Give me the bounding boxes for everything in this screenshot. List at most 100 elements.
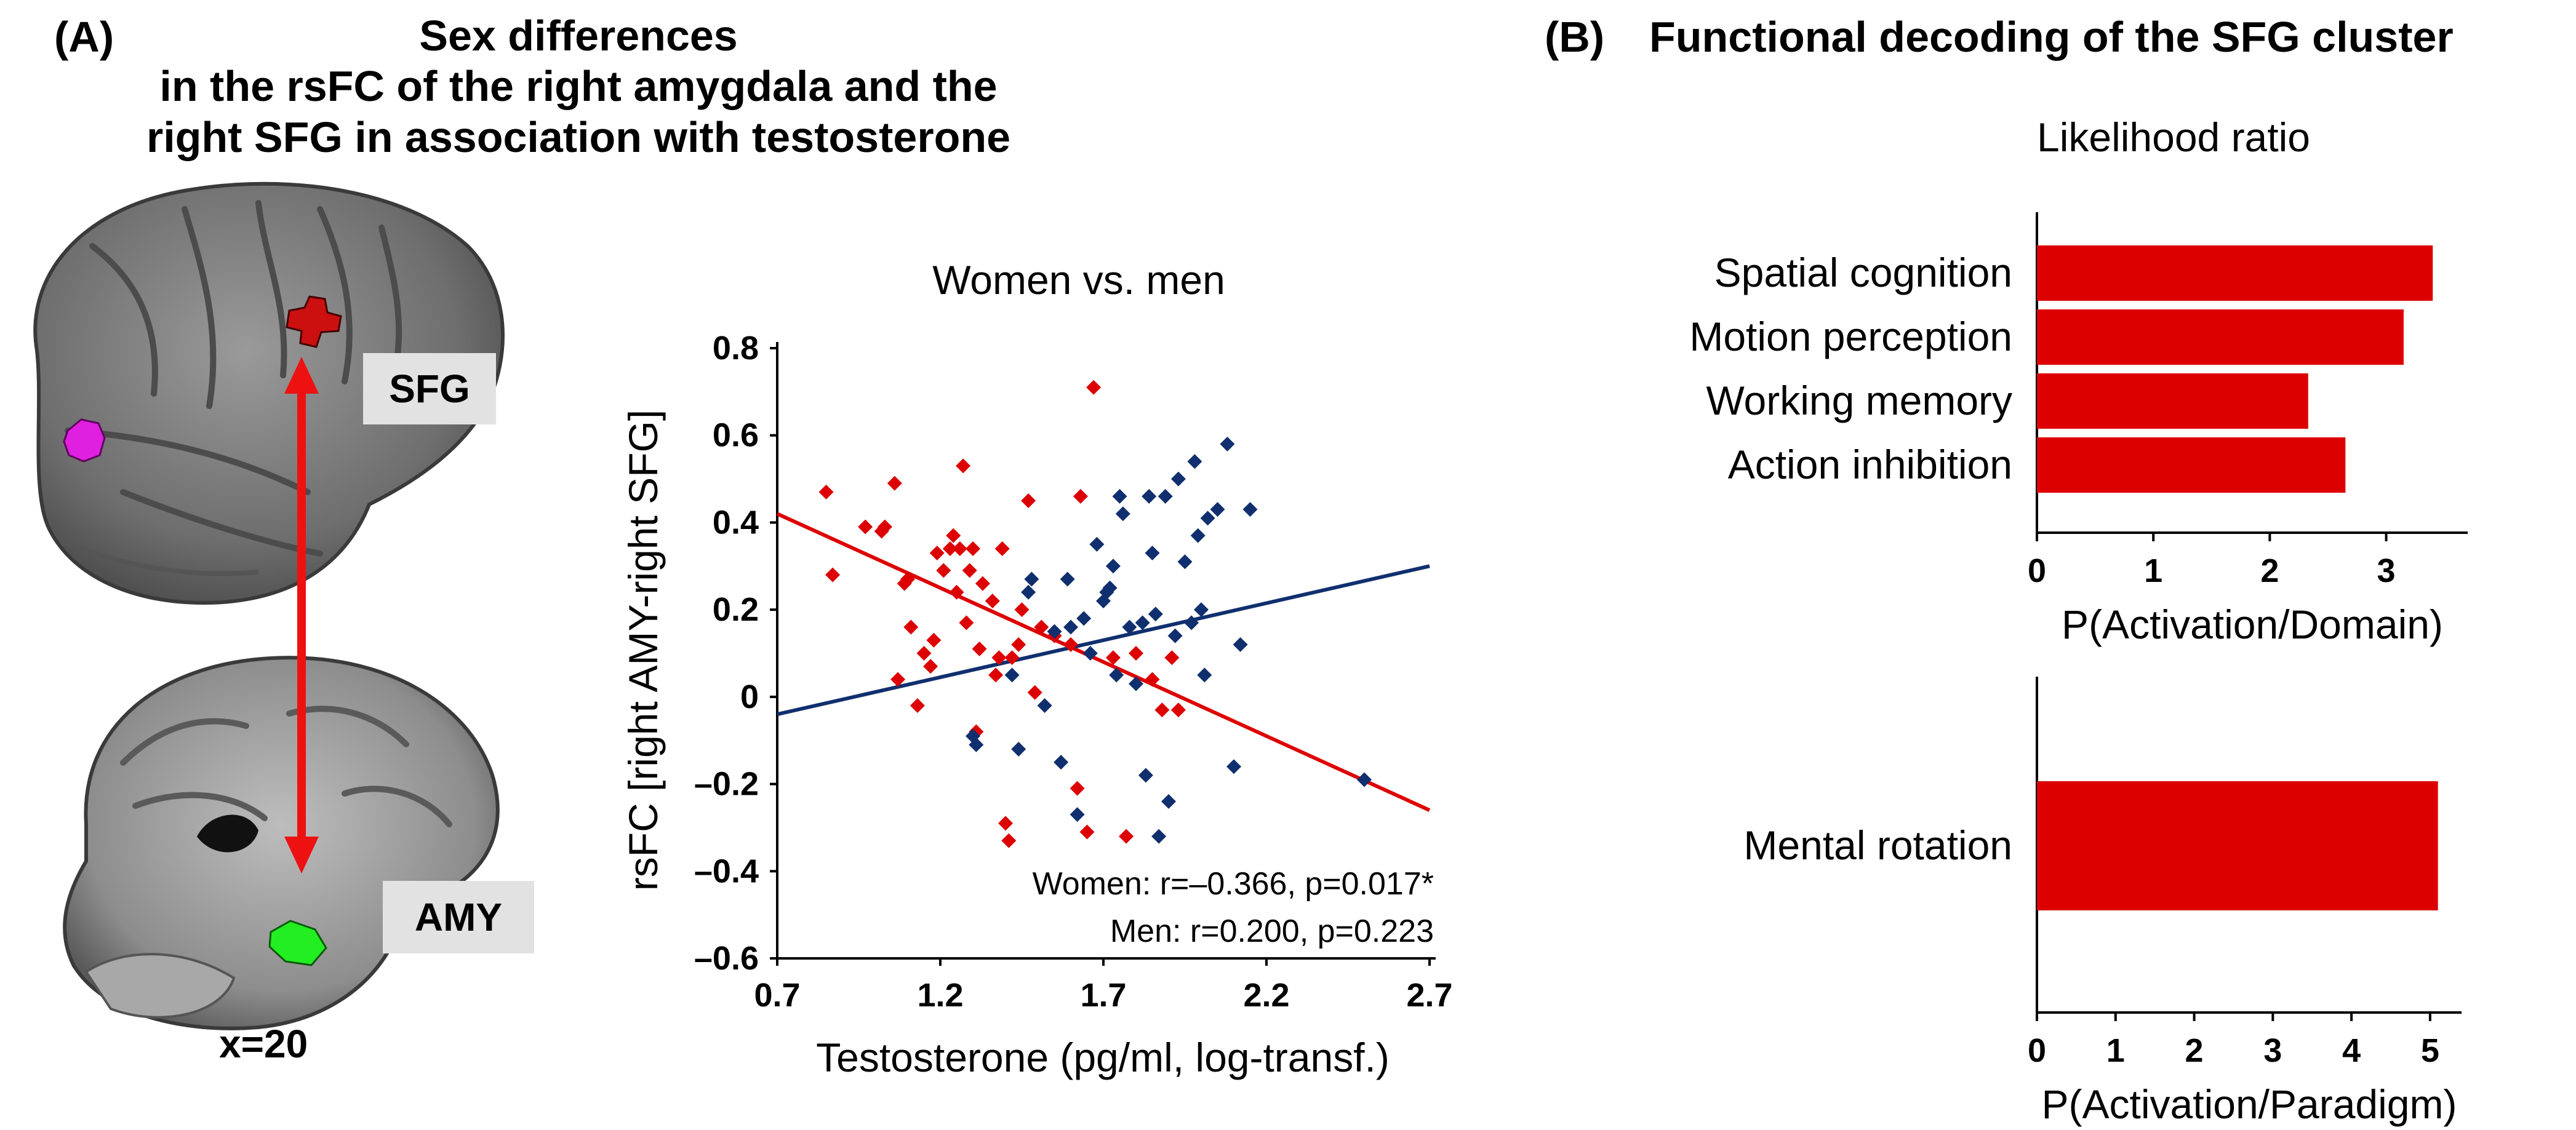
domain-chart-category-label: Spatial cognition (1714, 250, 2012, 295)
slice-coordinate-label: x=20 (219, 1022, 308, 1066)
men-data-point (1226, 759, 1241, 774)
men-data-point (1170, 471, 1186, 487)
men-data-point (1220, 436, 1235, 452)
men-data-point (1190, 528, 1206, 543)
men-data-point (1233, 637, 1248, 652)
men-data-point (1082, 646, 1098, 661)
cortex-surface-image (33, 181, 505, 605)
domain-chart-bar (2037, 437, 2346, 493)
women-data-point (1063, 637, 1078, 652)
men-data-point (1357, 772, 1372, 787)
men-data-point (1024, 571, 1039, 587)
women-data-point (1119, 829, 1134, 844)
scatter-y-tick-label: 0.8 (713, 330, 759, 367)
paradigm-chart-x-tick-label: 0 (2028, 1032, 2046, 1069)
domain-chart-x-tick-label: 3 (2377, 552, 2396, 589)
men-data-point (1054, 755, 1069, 770)
domain-chart-bar (2037, 245, 2433, 301)
women-data-point (858, 519, 873, 535)
women-data-point (818, 484, 834, 499)
men-data-point (1037, 698, 1052, 714)
women-data-point (900, 571, 915, 587)
men-data-point (1161, 794, 1176, 809)
women-data-point (1154, 702, 1170, 718)
women-data-point (1021, 493, 1036, 508)
women-data-point (1079, 824, 1095, 840)
women-data-point (998, 816, 1013, 831)
domain-chart-bar (2037, 309, 2404, 365)
women-data-point (825, 567, 841, 583)
panel-b-label: (B) (1545, 13, 1605, 61)
men-data-point (1109, 667, 1124, 683)
men-data-point (969, 737, 984, 752)
sfg-label: SFG (363, 353, 496, 424)
domain-chart-x-tick-label: 1 (2144, 552, 2162, 589)
men-data-point (1129, 676, 1143, 691)
panel-a-title-line-3: right SFG in association with testostero… (146, 113, 1011, 161)
women-data-point (975, 576, 990, 591)
men-data-point (1060, 571, 1075, 587)
women-data-point (952, 541, 967, 556)
men-data-point (1187, 454, 1202, 469)
domain-chart-x-tick-label: 2 (2260, 552, 2279, 589)
domain-chart-x-axis-label: P(Activation/Domain) (2062, 602, 2443, 647)
men-data-point (1148, 607, 1163, 622)
women-data-point (988, 667, 1004, 683)
paradigm-chart-x-axis-label: P(Activation/Paradigm) (2042, 1081, 2457, 1127)
women-data-point (962, 563, 977, 578)
men-data-point (1194, 602, 1209, 618)
paradigm-chart-bar (2037, 781, 2438, 910)
men-data-point (1102, 580, 1118, 595)
men-correlation-stat: Men: r=0.200, p=0.223 (1110, 913, 1434, 949)
women-data-point (903, 619, 919, 635)
women-data-point (1129, 646, 1143, 661)
men-data-point (1011, 741, 1026, 757)
men-data-point (1122, 619, 1137, 635)
paradigm-chart-x-tick-label: 4 (2342, 1032, 2361, 1069)
men-data-point (1197, 667, 1212, 683)
panel-b-title: Functional decoding of the SFG cluster (1649, 13, 2454, 61)
women-data-point (916, 646, 932, 661)
women-data-point (1073, 488, 1088, 504)
scatter-x-tick-label: 2.7 (1406, 977, 1452, 1014)
men-data-point (1167, 628, 1183, 643)
paradigm-chart-x-tick-label: 3 (2263, 1032, 2282, 1069)
women-data-point (1011, 637, 1026, 652)
domain-chart-bar (2037, 373, 2308, 429)
women-data-point (1034, 619, 1049, 635)
scatter-title: Women vs. men (932, 257, 1225, 303)
women-data-point (923, 659, 938, 674)
men-data-point (1242, 502, 1258, 517)
men-data-point (1115, 506, 1130, 522)
scatter-y-tick-label: 0.4 (713, 504, 759, 541)
women-data-point (1027, 685, 1042, 700)
men-data-point (1135, 615, 1150, 631)
women-data-point (985, 593, 1000, 608)
paradigm-chart-category-label: Mental rotation (1743, 822, 2012, 868)
women-data-point (910, 698, 925, 714)
panel-a-title-line-1: Sex differences (419, 12, 738, 60)
scatter-x-axis-label: Testosterone (pg/ml, log-transf.) (816, 1035, 1390, 1080)
connection-arrow (284, 357, 319, 873)
scatter-x-tick-label: 0.7 (754, 977, 800, 1014)
scatter-y-axis-label: rsFC [right AMY-right SFG] (620, 410, 666, 891)
frontal-blob (63, 418, 106, 463)
men-data-point (1210, 502, 1225, 517)
women-data-point (1086, 380, 1102, 395)
men-data-point (1089, 536, 1105, 552)
women-data-point (936, 563, 951, 578)
men-regression-line (777, 564, 1430, 717)
women-data-point (1170, 702, 1186, 718)
men-data-point (1142, 488, 1157, 504)
women-data-point (959, 615, 974, 631)
men-data-point (1021, 584, 1036, 600)
scatter-x-tick-label: 2.2 (1243, 977, 1289, 1014)
men-data-point (1177, 554, 1193, 570)
men-data-point (1138, 768, 1153, 783)
women-data-point (926, 632, 942, 648)
panel-a-label: (A) (54, 13, 114, 61)
amy-label: AMY (383, 881, 534, 953)
men-data-point (1151, 829, 1167, 844)
scatter-y-tick-label: 0.2 (713, 591, 759, 628)
